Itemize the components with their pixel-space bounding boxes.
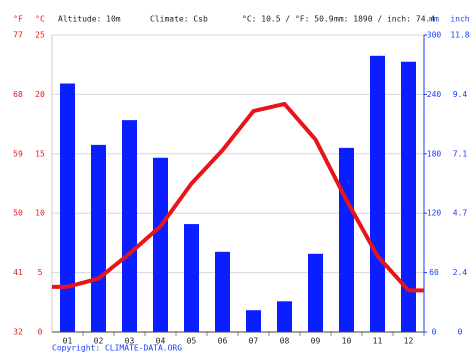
y-tick-label-f: 32 [13, 328, 23, 337]
mm-unit: mm [429, 15, 439, 24]
y2-tick-label-inch: 9.4 [453, 90, 468, 99]
x-tick-label: 02 [94, 337, 104, 346]
y2-tick-label-inch: 2.4 [453, 268, 468, 277]
x-tick-label: 03 [125, 337, 135, 346]
precip-bar [153, 157, 168, 332]
precip-bar [277, 301, 292, 332]
precip-bar [60, 83, 75, 332]
precip-total: mm: 1890 / inch: 74.4 [334, 15, 435, 24]
y2-tick-label-inch: 4.7 [453, 209, 468, 218]
y-tick-label-f: 59 [13, 149, 23, 158]
precip-bar [339, 147, 354, 332]
x-tick-label: 12 [404, 337, 414, 346]
x-tick-label: 07 [249, 337, 259, 346]
y-tick-label-f: 77 [13, 31, 23, 40]
x-tick-label: 11 [373, 337, 383, 346]
x-tick-label: 08 [280, 337, 290, 346]
x-tick-label: 06 [218, 337, 228, 346]
altitude: Altitude: 10m [58, 15, 121, 24]
precip-bar [215, 251, 230, 332]
y2-tick-label-inch: 11.8 [450, 31, 469, 40]
x-tick-label: 01 [63, 337, 73, 346]
x-tick-label: 09 [311, 337, 321, 346]
copyright: Copyright: CLIMATE-DATA.ORG [52, 344, 182, 353]
y-tick-label-f: 68 [13, 90, 23, 99]
y-tick-label: 20 [35, 90, 45, 99]
precip-bar [308, 253, 323, 332]
x-tick-label: 10 [342, 337, 352, 346]
y-tick-label: 0 [38, 328, 43, 337]
temp-average: °C: 10.5 / °F: 50.9 [242, 15, 334, 24]
y-tick-label: 5 [38, 268, 43, 277]
temp-line [66, 101, 410, 292]
y-tick-label-f: 50 [13, 209, 23, 218]
x-tick-label: 04 [156, 337, 166, 346]
y2-tick-label: 120 [427, 209, 442, 218]
precip-bar [246, 310, 261, 332]
y-tick-label-f: 41 [13, 268, 23, 277]
y2-tick-label: 180 [427, 149, 442, 158]
y-tick-label: 15 [35, 149, 45, 158]
precip-bar [122, 120, 137, 332]
y2-tick-label: 300 [427, 31, 442, 40]
y2-tick-label-inch: 0 [458, 328, 463, 337]
precip-bar [401, 61, 416, 332]
y2-tick-label: 60 [429, 268, 439, 277]
precip-bar [184, 224, 199, 332]
climate: Climate: Csb [150, 15, 208, 24]
y-tick-label: 25 [35, 31, 45, 40]
precip-bar [370, 55, 385, 332]
f-unit: °F [13, 15, 23, 24]
c-unit: °C [35, 15, 45, 24]
inch-unit: inch [450, 15, 469, 24]
y-tick-label: 10 [35, 209, 45, 218]
precip-bar [91, 144, 106, 332]
x-tick-label: 05 [187, 337, 197, 346]
y2-tick-label: 0 [432, 328, 437, 337]
y2-tick-label: 240 [427, 90, 442, 99]
y2-tick-label-inch: 7.1 [453, 149, 468, 158]
